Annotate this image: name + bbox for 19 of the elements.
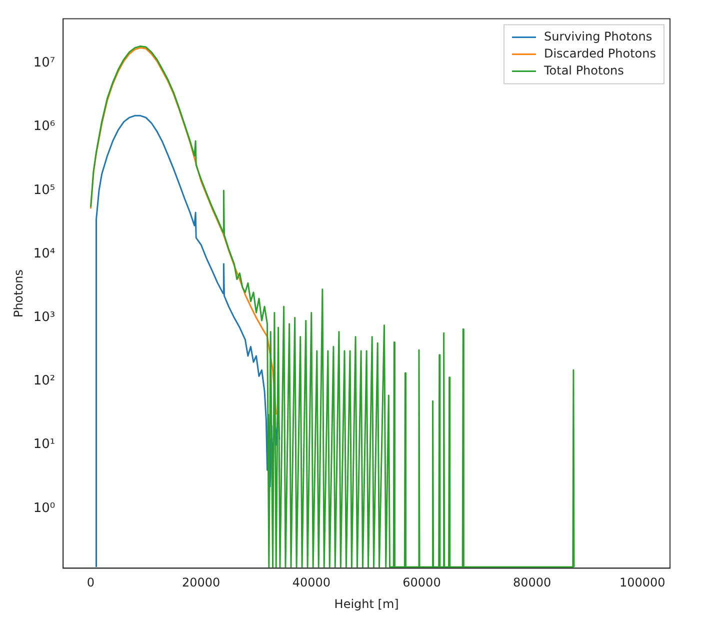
legend-label: Discarded Photons xyxy=(544,46,656,60)
legend-label: Surviving Photons xyxy=(544,29,652,44)
x-axis-title: Height [m] xyxy=(334,596,399,611)
x-tick-label: 40000 xyxy=(292,576,331,590)
x-tick-label: 20000 xyxy=(182,576,220,590)
y-axis-title: Photons xyxy=(11,269,26,318)
x-tick-label: 100000 xyxy=(620,576,666,590)
legend-label: Total Photons xyxy=(542,63,624,78)
y-tick-label: 10⁵ xyxy=(33,182,56,198)
y-tick-label: 10⁴ xyxy=(33,246,56,262)
x-tick-label: 80000 xyxy=(512,576,552,590)
y-tick-label: 10⁰ xyxy=(33,500,56,516)
y-tick-label: 10³ xyxy=(33,310,56,326)
y-tick-label: 10¹ xyxy=(33,437,56,452)
x-tick-label: 0 xyxy=(86,576,95,590)
y-tick-label: 10² xyxy=(33,374,56,389)
y-tick-label: 10⁶ xyxy=(33,119,56,134)
y-tick-label: 10⁷ xyxy=(33,56,56,71)
x-tick-label: 60000 xyxy=(402,576,441,590)
